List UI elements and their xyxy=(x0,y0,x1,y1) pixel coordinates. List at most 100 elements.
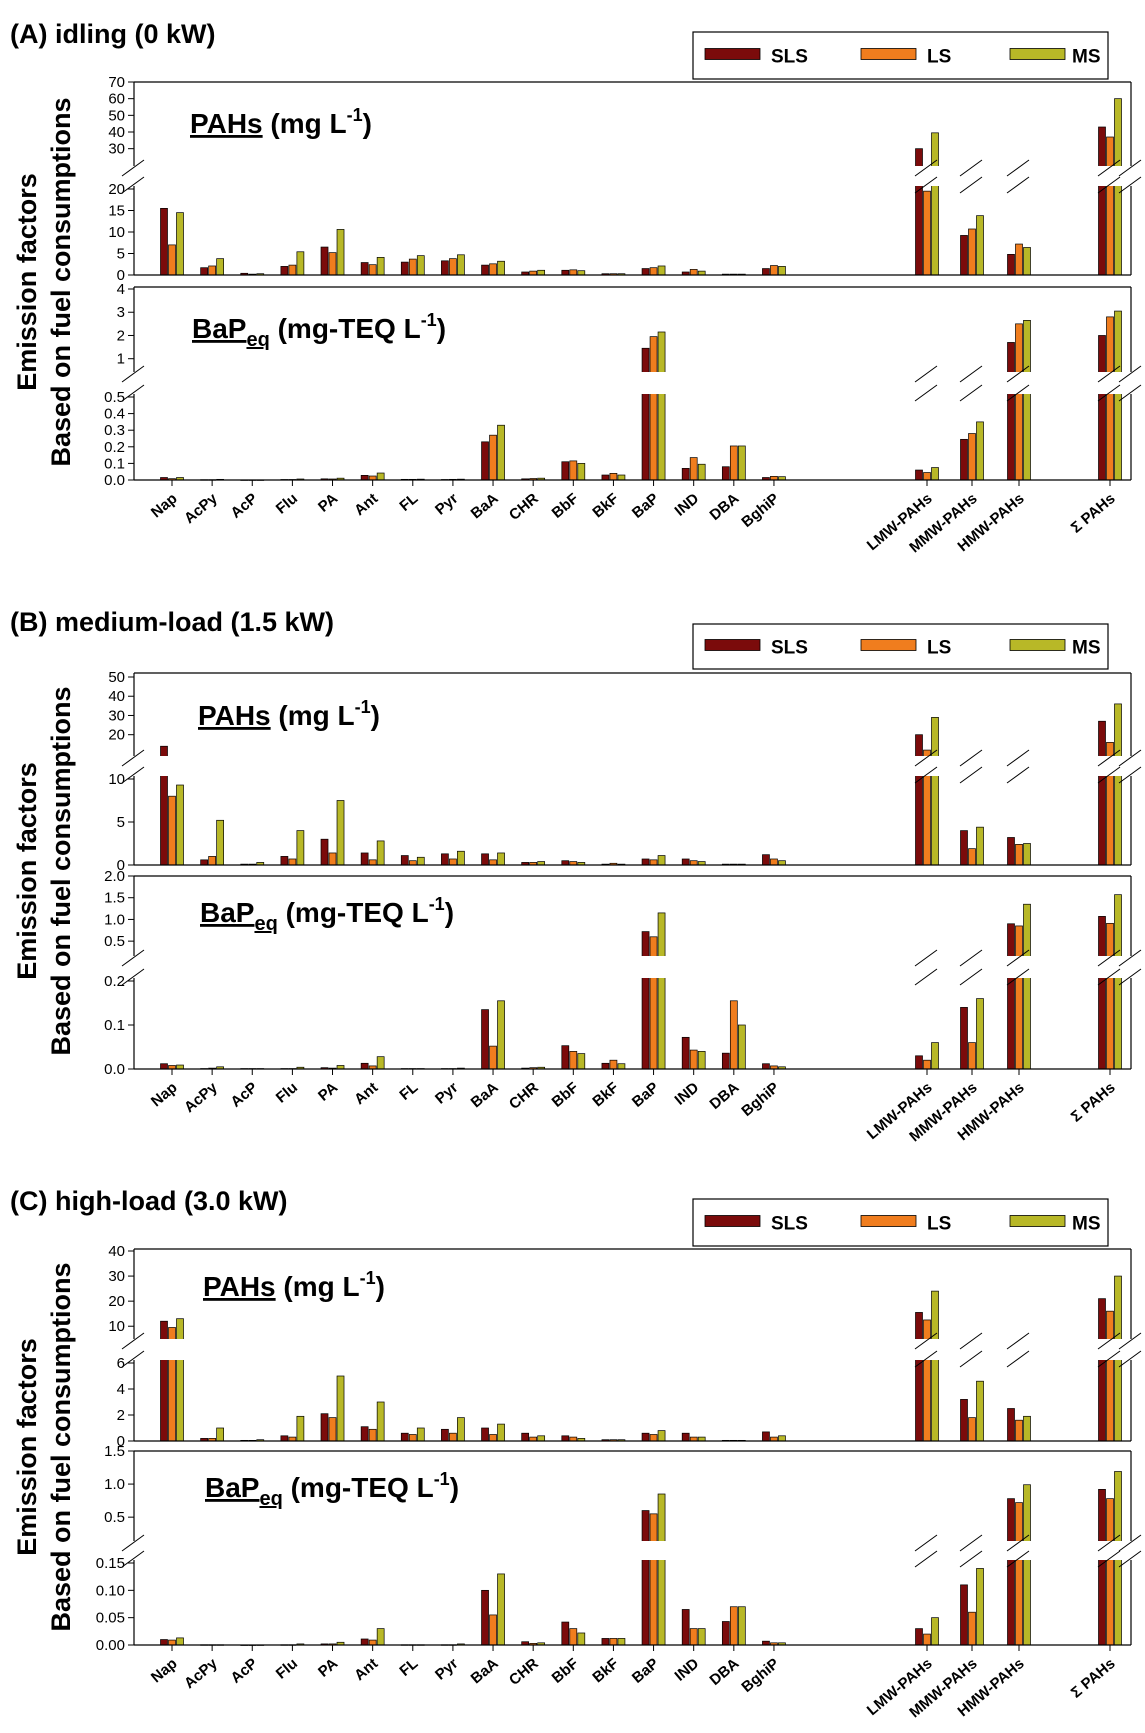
y-axis-label-line2: Based on fuel consumptions xyxy=(46,1262,76,1631)
bar-MS-BaA xyxy=(497,1000,505,1070)
bar-SLS-BghiP xyxy=(762,854,770,866)
lower-tick-label: 10 xyxy=(108,224,125,241)
bar-MS-BghiP xyxy=(778,860,786,866)
legend-label-SLS: SLS xyxy=(771,47,808,68)
bar-SLS-Pyr xyxy=(441,853,449,866)
upper-tick-label: 2 xyxy=(117,327,125,344)
break-mark-bottom xyxy=(914,384,938,402)
break-mark-top xyxy=(914,949,938,967)
lower-tick-label: 0.0 xyxy=(104,1061,125,1078)
upper-tick-label: 10 xyxy=(108,1318,125,1335)
bar-SLS-PA xyxy=(320,246,329,276)
bar-LS-BkF xyxy=(609,1638,618,1646)
panel-label: PAHs (mg L-1) xyxy=(198,697,380,731)
category-label-BkF: BkF xyxy=(589,1655,622,1686)
bar-SLS-CHR xyxy=(521,1432,530,1442)
bar-SLS-BkF xyxy=(601,1062,610,1070)
category-label-AcPy: AcPy xyxy=(181,1655,221,1693)
bar-LS-BaA xyxy=(489,1045,497,1070)
break-mark-bottom xyxy=(1118,1350,1142,1368)
bar-SLS-DBA xyxy=(721,1052,730,1070)
bar-SLS-LMW-PAHs xyxy=(915,1312,923,1442)
bar-SLS-HMW-PAHs xyxy=(1007,254,1015,276)
bar-LS-BaA xyxy=(489,1434,497,1442)
category-label-Flu: Flu xyxy=(273,1079,301,1106)
legend-label-SLS: SLS xyxy=(771,638,808,659)
bar-LS-Ant xyxy=(368,264,377,276)
break-mark-bottom xyxy=(1118,176,1142,194)
panel-label-name: PAHs xyxy=(198,700,271,731)
bar-SLS-FL xyxy=(400,855,409,866)
bar-LS-FL xyxy=(408,258,417,276)
panel-label-close: ) xyxy=(371,700,380,731)
bar-LS-Ant xyxy=(368,859,377,866)
bar-MS-Pyr xyxy=(457,850,465,866)
bar-SLS-Flu xyxy=(280,856,289,866)
upper-tick-label: 1 xyxy=(117,351,125,368)
category-label-BaA: BaA xyxy=(468,490,502,522)
bar-MS-HMW-PAHs xyxy=(1023,843,1031,866)
category-label-BaP: BaP xyxy=(629,1079,662,1111)
break-mark-top xyxy=(959,1534,983,1552)
category-label-CHR: CHR xyxy=(506,490,542,524)
break-mark-top xyxy=(1006,159,1030,177)
break-mark-bottom xyxy=(1097,1550,1121,1568)
upper-tick-label: 3 xyxy=(117,304,125,321)
panel-label-name: PAHs xyxy=(203,1271,276,1302)
bar-MS-BghiP xyxy=(778,1435,786,1442)
break-mark-top xyxy=(1006,365,1030,383)
bar-MS-Flu xyxy=(296,251,305,276)
bar-MS-BaA xyxy=(497,1573,505,1646)
break-mark-bottom xyxy=(959,1550,983,1568)
bar-SLS-Σ PAHs xyxy=(1098,720,1106,866)
bar-LS-HMW-PAHs xyxy=(1015,844,1023,866)
bar-SLS-MMW-PAHs xyxy=(960,1584,968,1646)
bar-SLS-LMW-PAHs xyxy=(915,1055,923,1070)
bar-LS-HMW-PAHs xyxy=(1015,1419,1023,1442)
category-label-IND: IND xyxy=(672,490,703,520)
bar-LS-Pyr xyxy=(449,258,457,276)
lower-tick-label: 5 xyxy=(117,246,125,263)
bar-MS-HMW-PAHs xyxy=(1023,247,1031,276)
bar-MS-LMW-PAHs xyxy=(931,467,939,481)
break-mark-top xyxy=(1118,159,1142,177)
category-label-FL: FL xyxy=(396,490,421,515)
bar-SLS-BaP xyxy=(641,268,650,276)
break-mark-top xyxy=(1118,365,1142,383)
legend-label-MS: MS xyxy=(1072,47,1101,68)
bar-SLS-BbF xyxy=(561,461,570,481)
bar-SLS-BaA xyxy=(481,264,489,276)
break-mark-bottom xyxy=(959,176,983,194)
break-mark-bottom xyxy=(914,968,938,986)
bar-SLS-Flu xyxy=(280,266,289,276)
legend-label-SLS: SLS xyxy=(771,1214,808,1235)
category-label-Pyr: Pyr xyxy=(432,1079,462,1108)
panel-label-unit: (mg L xyxy=(271,700,355,731)
panel-1: 0.5 1.0 1.5 2.0 0.0 0.1 0.2 BaPeq (mg-TEQ L-1) xyxy=(104,868,1142,1078)
chart-0: (A) idling (0 kW) SLS LS MS Emission factors… xyxy=(10,19,1142,556)
bar-MS-Nap xyxy=(176,784,184,866)
break-mark-bottom xyxy=(1006,1550,1030,1568)
break-mark-bottom xyxy=(1118,384,1142,402)
category-label-Σ PAHs: Σ PAHs xyxy=(1068,1079,1119,1125)
lower-tick-label: 0.3 xyxy=(104,422,125,439)
break-mark-bottom xyxy=(959,384,983,402)
chart-title: (A) idling (0 kW) xyxy=(10,19,215,49)
bar-LS-Σ PAHs xyxy=(1106,316,1114,481)
bar-SLS-BaP xyxy=(641,1432,650,1442)
legend-swatch-MS xyxy=(1009,48,1066,60)
break-mark-top xyxy=(1097,159,1121,177)
upper-tick-label: 70 xyxy=(108,74,125,91)
lower-tick-label: 6 xyxy=(117,1355,125,1372)
legend-swatch-LS xyxy=(860,1215,917,1227)
legend: SLS LS MS xyxy=(692,31,1109,80)
bar-LS-BbF xyxy=(569,460,578,481)
bar-LS-MMW-PAHs xyxy=(968,1611,976,1646)
bar-SLS-MMW-PAHs xyxy=(960,830,968,866)
bar-MS-LMW-PAHs xyxy=(931,1617,939,1646)
panel-label-close: ) xyxy=(450,1472,459,1503)
axis-break-band xyxy=(134,956,1131,978)
legend-swatch-SLS xyxy=(704,639,761,651)
category-label-Flu: Flu xyxy=(273,490,301,517)
bar-LS-BaA xyxy=(489,859,497,866)
